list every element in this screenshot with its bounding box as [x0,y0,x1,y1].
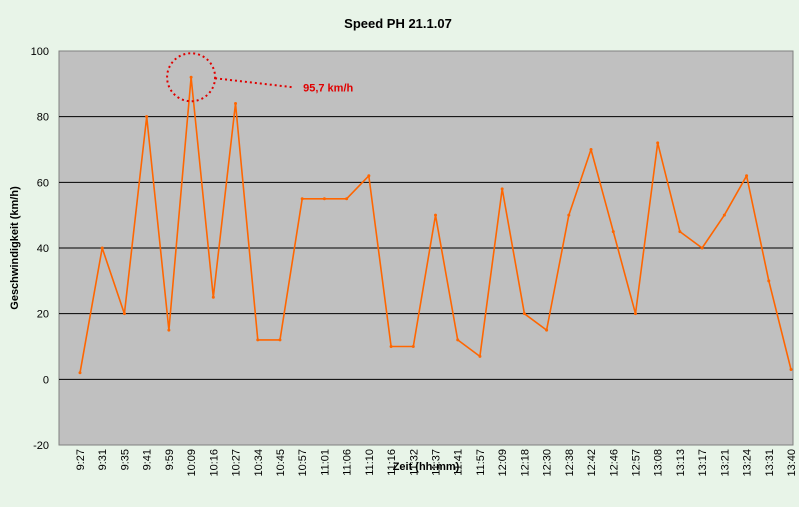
x-axis-title: Zeit (hh:mm) [393,461,460,473]
x-tick-label: 13:24 [742,449,754,477]
y-tick-label: 80 [37,112,49,124]
max-speed-label: 95,7 km/h [303,82,353,94]
x-tick-label: 13:17 [697,449,709,477]
data-point [211,295,215,299]
x-tick-label: 10:16 [208,449,220,477]
data-point [256,338,260,342]
x-tick-label: 10:27 [231,449,243,477]
data-point [722,213,726,217]
x-tick-label: 11:37 [431,449,443,476]
data-point [633,312,637,316]
x-tick-label: 11:16 [386,449,398,476]
x-tick-label: 9:31 [97,449,109,470]
x-tick-label: 12:42 [586,449,598,477]
data-point [589,148,593,151]
x-tick-label: 10:57 [297,449,309,477]
data-point [745,174,749,178]
x-tick-labels: 9:27 9:31 9:35 9:41 9:59 10:09 10:16 10:27 10:34… [75,449,798,477]
data-point [411,345,415,348]
y-tick-label: 20 [37,309,49,321]
x-tick-label: 13:21 [719,449,731,477]
x-tick-label: 13:40 [786,449,798,477]
data-point [100,246,104,250]
chart-title: Speed PH 21.1.07 [344,16,452,31]
x-tick-label: 11:01 [319,449,331,476]
x-tick-label: 9:41 [142,449,154,470]
x-tick-label: 12:30 [542,449,554,477]
data-point [78,371,82,375]
data-point [656,141,660,145]
x-tick-label: 11:06 [342,449,354,476]
data-point [678,230,682,234]
x-tick-label: 13:08 [653,449,665,477]
data-point [189,75,193,79]
x-tick-label: 12:09 [497,449,509,477]
data-point [478,354,482,358]
x-tick-label: 10:45 [275,449,287,477]
x-tick-label: 12:46 [608,449,620,477]
data-point [322,197,326,201]
x-tick-label: 11:10 [364,449,376,476]
data-point [122,312,126,316]
x-tick-label: 11:32 [408,449,420,476]
data-point [500,187,504,191]
y-tick-label: 0 [43,374,49,386]
x-tick-label: 12:38 [564,449,576,477]
y-tick-label: 40 [37,243,49,255]
data-point [522,312,526,316]
data-point [567,213,571,217]
gridlines [59,116,793,380]
x-tick-label: 10:09 [186,449,198,477]
x-tick-label: 9:59 [164,449,176,470]
y-tick-labels: -20 0 20 40 60 80 100 [31,46,49,452]
data-point [389,345,393,348]
x-tick-label: 12:57 [630,449,642,477]
x-tick-label: 9:27 [75,449,87,470]
y-tick-label: 60 [37,177,49,189]
x-tick-label: 9:35 [119,449,131,470]
data-point [234,102,238,106]
data-point [167,328,171,332]
data-point [545,328,549,332]
y-tick-label: 100 [31,46,49,58]
series-points [78,75,793,375]
data-point [434,213,437,217]
data-point [767,279,771,283]
y-tick-label: -20 [33,440,49,452]
data-point [456,338,460,342]
x-tick-label: 11:41 [453,449,465,476]
max-speed-marker [166,52,217,103]
data-point [367,174,371,178]
data-point [345,197,349,201]
data-point [145,115,149,119]
max-speed-leader-line [214,77,294,89]
data-point [300,197,304,201]
x-tick-label: 13:31 [764,449,776,477]
data-point [789,367,793,371]
x-tick-label: 10:34 [253,449,265,477]
x-tick-label: 12:18 [519,449,531,477]
x-tick-label: 13:13 [675,449,687,477]
x-tick-label: 11:57 [475,449,487,476]
y-axis-title: Geschwindigkeit (km/h) [9,186,21,310]
data-point [278,338,282,342]
data-point [700,246,704,250]
data-point [611,230,615,234]
